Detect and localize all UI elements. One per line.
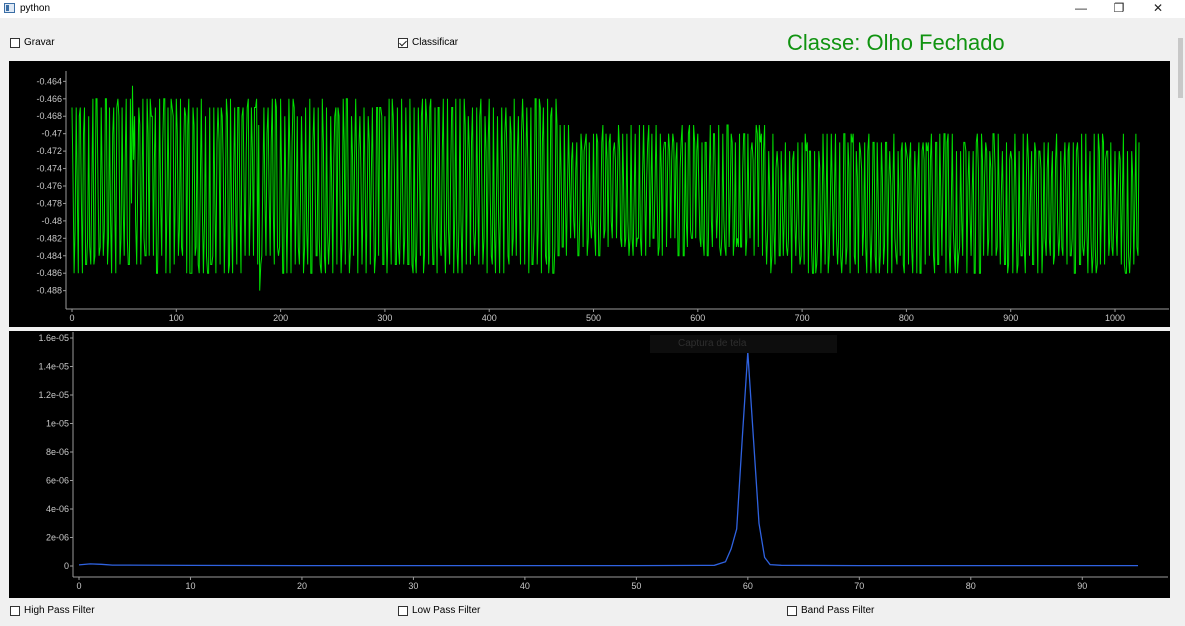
signal-series-line (71, 85, 1140, 291)
band-pass-checkbox[interactable] (787, 605, 797, 616)
band-pass-row[interactable]: Band Pass Filter (787, 605, 874, 616)
title-bar: python — ❐ ✕ (0, 0, 1185, 18)
x-tick-label: 400 (482, 313, 497, 323)
x-tick-label: 700 (795, 313, 810, 323)
classify-label: Classificar (412, 37, 459, 48)
x-tick-label: 30 (408, 581, 418, 591)
x-tick-label: 60 (743, 581, 753, 591)
window-title: python (20, 3, 51, 14)
restore-button[interactable]: ❐ (1113, 1, 1125, 15)
low-pass-row[interactable]: Low Pass Filter (398, 605, 480, 616)
y-tick-label: -0.464 (36, 76, 62, 86)
y-tick-label: 4e-06 (46, 504, 69, 514)
record-label: Gravar (24, 37, 55, 48)
window-scrollbar[interactable] (1176, 18, 1185, 626)
low-pass-label: Low Pass Filter (412, 605, 481, 616)
y-tick-label: 2e-06 (46, 533, 69, 543)
y-tick-label: -0.482 (36, 233, 62, 243)
x-tick-label: 0 (69, 313, 74, 323)
high-pass-row[interactable]: High Pass Filter (10, 605, 95, 616)
y-tick-label: 1.6e-05 (38, 333, 69, 343)
x-tick-label: 500 (586, 313, 601, 323)
screenshot-tooltip: Captura de tela (650, 335, 837, 353)
x-tick-label: 80 (966, 581, 976, 591)
close-button[interactable]: ✕ (1152, 1, 1164, 15)
high-pass-checkbox[interactable] (10, 605, 20, 616)
spectrum-plot[interactable]: 0 10 20 30 40 50 60 70 80 90 0 2e-06 4e-06 6e-06 8e-06… (9, 331, 1170, 598)
y-tick-label: -0.486 (36, 268, 62, 278)
x-tick-label: 100 (169, 313, 184, 323)
x-tick-label: 300 (377, 313, 392, 323)
x-tick-label: 70 (854, 581, 864, 591)
y-tick-label: -0.468 (36, 111, 62, 121)
y-tick-label: 0 (64, 561, 69, 571)
y-tick-label: 1e-05 (46, 419, 69, 429)
y-tick-label: 6e-06 (46, 476, 69, 486)
x-tick-label: 40 (520, 581, 530, 591)
time-signal-plot[interactable]: 0 100 200 300 400 500 600 700 800 900 1000 -0.464 -0… (9, 61, 1170, 327)
band-pass-label: Band Pass Filter (801, 605, 875, 616)
y-tick-label: 8e-06 (46, 447, 69, 457)
x-tick-label: 90 (1077, 581, 1087, 591)
time-signal-chart: 0 100 200 300 400 500 600 700 800 900 1000 -0.464 -0… (36, 71, 1169, 323)
y-tick-label: -0.466 (36, 94, 62, 104)
y-tick-label: 1.4e-05 (38, 362, 69, 372)
y-tick-label: -0.474 (36, 164, 62, 174)
y-tick-label: -0.488 (36, 286, 62, 296)
high-pass-label: High Pass Filter (24, 605, 95, 616)
scrollbar-thumb[interactable] (1178, 38, 1183, 98)
y-tick-label: -0.476 (36, 181, 62, 191)
minimize-button[interactable]: — (1075, 1, 1087, 15)
record-checkbox-row[interactable]: Gravar (10, 37, 55, 48)
classify-checkbox-row[interactable]: Classificar (398, 37, 458, 48)
class-result-label: Classe: Olho Fechado (787, 30, 1005, 55)
x-tick-label: 900 (1003, 313, 1018, 323)
y-tick-label: 1.2e-05 (38, 390, 69, 400)
record-checkbox[interactable] (10, 37, 20, 48)
x-tick-label: 600 (690, 313, 705, 323)
y-tick-label: -0.48 (41, 216, 62, 226)
y-tick-label: -0.478 (36, 198, 62, 208)
y-tick-label: -0.47 (41, 129, 62, 139)
x-tick-label: 20 (297, 581, 307, 591)
x-tick-label: 10 (185, 581, 195, 591)
spectrum-chart: 0 10 20 30 40 50 60 70 80 90 0 2e-06 4e-06 6e-06 8e-06… (38, 332, 1168, 591)
classify-checkbox[interactable] (398, 37, 408, 48)
y-tick-label: -0.472 (36, 146, 62, 156)
python-app-icon (4, 3, 15, 13)
x-tick-label: 800 (899, 313, 914, 323)
y-tick-label: -0.484 (36, 251, 62, 261)
low-pass-checkbox[interactable] (398, 605, 408, 616)
x-tick-label: 50 (631, 581, 641, 591)
spectrum-series-line (78, 352, 1138, 567)
x-tick-label: 1000 (1105, 313, 1125, 323)
x-tick-label: 200 (273, 313, 288, 323)
x-tick-label: 0 (76, 581, 81, 591)
